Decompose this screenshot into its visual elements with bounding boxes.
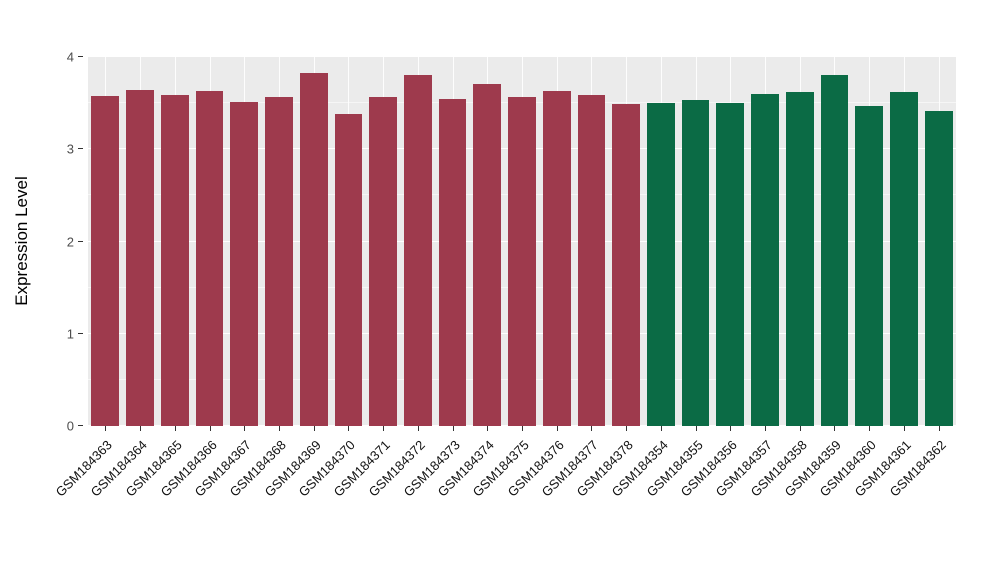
y-axis-tick bbox=[78, 332, 83, 334]
gridline-major bbox=[88, 56, 956, 57]
y-axis-tick bbox=[78, 56, 83, 57]
bar bbox=[820, 74, 849, 426]
bar bbox=[751, 93, 779, 426]
x-axis-tick bbox=[522, 426, 523, 431]
bar bbox=[195, 91, 224, 426]
x-axis-tick bbox=[105, 426, 107, 431]
bar bbox=[508, 96, 536, 426]
bar bbox=[785, 92, 814, 426]
x-axis-tick bbox=[487, 426, 489, 431]
x-axis-tick bbox=[348, 426, 350, 431]
x-axis-tick bbox=[244, 426, 246, 431]
y-axis-tick bbox=[78, 240, 83, 242]
bar bbox=[369, 96, 397, 426]
bar bbox=[160, 94, 189, 426]
bar bbox=[716, 103, 745, 426]
bar bbox=[646, 103, 675, 426]
y-tick-label: 0 bbox=[66, 418, 74, 434]
bar bbox=[299, 72, 328, 426]
bar bbox=[265, 96, 293, 426]
bar bbox=[542, 91, 571, 426]
x-axis-tick bbox=[730, 426, 732, 431]
bar bbox=[855, 105, 884, 426]
bar bbox=[612, 104, 641, 426]
x-axis-tick bbox=[209, 426, 211, 431]
x-axis-tick bbox=[869, 426, 871, 431]
x-axis-tick bbox=[452, 426, 454, 431]
bar bbox=[577, 94, 606, 426]
x-axis-tick bbox=[695, 426, 697, 431]
x-axis-tick bbox=[903, 426, 905, 431]
bar bbox=[126, 90, 154, 426]
y-tick-label: 2 bbox=[66, 234, 74, 249]
bar bbox=[924, 111, 953, 426]
x-axis-tick bbox=[313, 426, 315, 431]
x-axis-tick bbox=[626, 426, 628, 431]
x-axis-tick bbox=[660, 426, 662, 431]
x-axis: GSM184363 GSM184364 GSM184365 GSM184366 GSM1… bbox=[53, 426, 956, 556]
bar bbox=[403, 75, 432, 426]
x-axis-tick bbox=[417, 426, 419, 431]
x-axis-tick bbox=[591, 426, 593, 431]
bar bbox=[230, 102, 259, 426]
y-tick-label: 4 bbox=[66, 49, 74, 65]
bar bbox=[438, 98, 467, 426]
x-axis-tick bbox=[938, 426, 940, 431]
x-axis-tick bbox=[799, 426, 801, 431]
x-axis-tick bbox=[174, 426, 176, 431]
bar bbox=[473, 83, 502, 426]
x-axis-tick bbox=[383, 426, 385, 431]
x-axis-tick bbox=[140, 426, 142, 431]
plot-panel bbox=[88, 56, 956, 426]
bar bbox=[681, 100, 710, 426]
bar bbox=[334, 114, 363, 426]
y-axis: 0 1 2 3 4 bbox=[0, 51, 88, 433]
y-axis-tick bbox=[78, 425, 83, 426]
bar bbox=[890, 92, 918, 426]
x-axis-tick bbox=[278, 426, 280, 431]
y-tick-label: 3 bbox=[66, 141, 74, 157]
x-axis-tick bbox=[765, 426, 767, 431]
x-axis-tick bbox=[556, 426, 558, 431]
x-axis-tick bbox=[834, 426, 836, 431]
y-tick-label: 1 bbox=[66, 326, 74, 342]
y-axis-tick bbox=[78, 148, 83, 150]
bar bbox=[91, 95, 120, 426]
